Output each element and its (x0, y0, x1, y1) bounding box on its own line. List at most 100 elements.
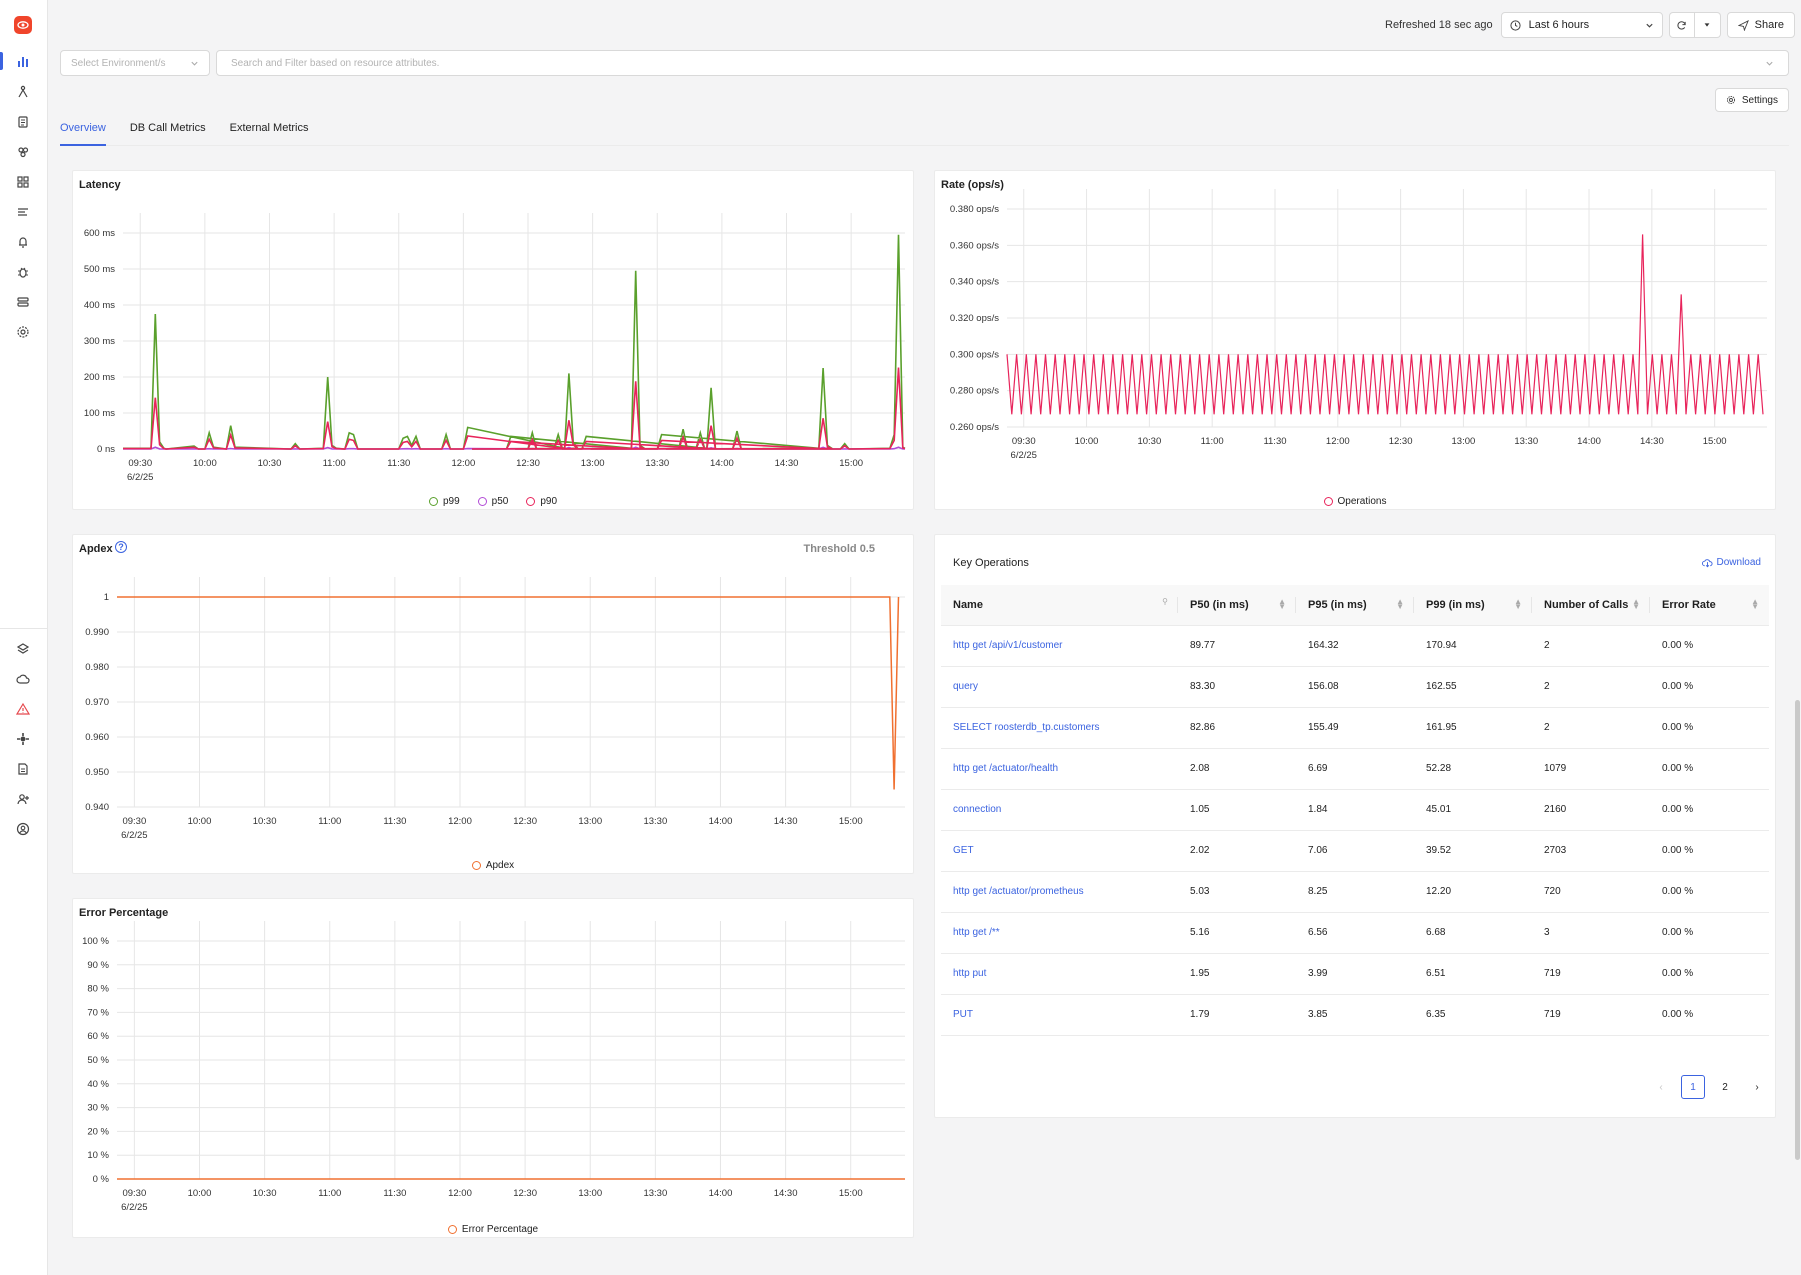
page-1-button[interactable]: 1 (1681, 1075, 1705, 1099)
settings-button[interactable]: Settings (1714, 88, 1789, 112)
tab-overview[interactable]: Overview (60, 118, 106, 146)
operation-link[interactable]: connection (941, 789, 1178, 831)
column-header-error-rate[interactable]: Error Rate ▲ ▼ (1650, 585, 1769, 626)
environment-select[interactable]: Select Environment/s (60, 50, 210, 76)
tab-db-call-metrics[interactable]: DB Call Metrics (129, 122, 206, 134)
docs-icon[interactable] (15, 761, 31, 777)
rate-chart[interactable]: 0.380 ops/s 0.360 ops/s 0.340 ops/s 0.320 o… (935, 171, 1777, 511)
y-tick-label: 40 % (87, 1079, 109, 1090)
table-row[interactable]: http get /** 5.16 6.56 6.68 3 0.00 % (941, 912, 1769, 954)
key-operations-title: Key Operations (953, 557, 1029, 569)
legend-label: p50 (491, 496, 509, 507)
table-row[interactable]: http put 1.95 3.99 6.51 719 0.00 % (941, 953, 1769, 995)
sort-icon[interactable]: ▲ ▼ (1632, 597, 1640, 611)
traces-icon[interactable] (15, 84, 31, 100)
pipelines-icon[interactable] (15, 294, 31, 310)
warning-icon[interactable] (15, 701, 31, 717)
time-range-select[interactable]: Last 6 hours (1500, 12, 1663, 38)
column-header-p99[interactable]: P99 (in ms) ▲ ▼ (1414, 585, 1532, 626)
share-button[interactable]: Share (1726, 12, 1795, 38)
operation-link[interactable]: SELECT roosterdb_tp.customers (941, 707, 1178, 749)
gear-icon (1726, 95, 1735, 105)
table-cell: 12.20 (1414, 871, 1532, 913)
account-icon[interactable] (15, 821, 31, 837)
page-scrollbar[interactable] (1795, 700, 1800, 1160)
search-icon[interactable]: ⚲ (1162, 597, 1168, 606)
sort-icon[interactable]: ▲ ▼ (1278, 597, 1286, 611)
column-header-calls[interactable]: Number of Calls ▲ ▼ (1532, 585, 1650, 626)
x-tick-label: 14:00 (709, 1188, 733, 1199)
y-tick-label: 90 % (87, 960, 109, 971)
download-button[interactable]: Download (1701, 557, 1761, 568)
legend-item-p90[interactable]: p90 (526, 496, 557, 507)
table-row[interactable]: http get /actuator/health 2.08 6.69 52.28 10… (941, 748, 1769, 790)
operation-link[interactable]: PUT (941, 994, 1178, 1036)
latency-chart[interactable]: 600 ms 500 ms 400 ms 300 ms 200 ms 100 ms 0 ns… (73, 171, 915, 511)
operation-link[interactable]: GET (941, 830, 1178, 872)
column-label: P50 (in ms) (1190, 598, 1249, 611)
column-header-p50[interactable]: P50 (in ms) ▲ ▼ (1178, 585, 1296, 626)
x-tick-label: 14:00 (709, 816, 733, 827)
operation-link[interactable]: http get /** (941, 912, 1178, 954)
apdex-panel: Apdex ? Threshold 0.5 1 0.990 0.980 0.970 0.… (72, 534, 914, 874)
y-tick-label: 400 ms (84, 300, 115, 311)
legend-dot-icon (447, 1225, 457, 1234)
tab-external-metrics[interactable]: External Metrics (229, 122, 309, 134)
next-page-button[interactable]: › (1755, 1081, 1759, 1093)
table-row[interactable]: connection 1.05 1.84 45.01 2160 0.00 % (941, 789, 1769, 831)
sort-icon[interactable]: ▲ ▼ (1396, 597, 1404, 611)
table-row[interactable]: http get /api/v1/customer 89.77 164.32 170.… (941, 625, 1769, 667)
refresh-interval-dropdown[interactable] (1694, 12, 1721, 38)
error-percentage-chart[interactable]: 100 % 90 % 80 % 70 % 60 % 50 % 40 % 30 % 20 % 10 … (73, 899, 915, 1239)
y-tick-label: 0.300 ops/s (950, 349, 999, 360)
operation-link[interactable]: http get /actuator/prometheus (941, 871, 1178, 913)
operation-link[interactable]: query (941, 666, 1178, 708)
layers-icon[interactable] (15, 641, 31, 657)
refresh-group (1668, 12, 1721, 38)
logs-icon[interactable] (15, 114, 31, 130)
settings-icon[interactable] (15, 324, 31, 340)
legend-item-p50[interactable]: p50 (477, 496, 509, 507)
x-tick-label: 11:30 (383, 816, 406, 827)
resource-search-input[interactable]: Search and Filter based on resource attr… (216, 50, 1789, 76)
cloud-icon[interactable] (15, 671, 31, 687)
table-row[interactable]: http get /actuator/prometheus 5.03 8.25 12.… (941, 871, 1769, 913)
help-icon[interactable]: ? (115, 541, 127, 553)
table-row[interactable]: SELECT roosterdb_tp.customers 82.86 155.49… (941, 707, 1769, 749)
apdex-chart[interactable]: 1 0.990 0.980 0.970 0.960 0.950 0.940 09:30 6/2/… (73, 535, 915, 875)
dashboards-icon[interactable] (15, 144, 31, 160)
legend-item-p99[interactable]: p99 (428, 496, 460, 507)
legend-label: Apdex (485, 860, 515, 871)
services-icon[interactable] (15, 54, 31, 70)
operation-link[interactable]: http get /actuator/health (941, 748, 1178, 790)
legend-item-apdex[interactable]: Apdex (471, 860, 515, 871)
page-2-button[interactable]: 2 (1722, 1081, 1728, 1093)
column-header-name[interactable]: Name ⚲ (941, 585, 1178, 626)
rate-legend: Operations (935, 496, 1775, 507)
sort-icon[interactable]: ▲ ▼ (1514, 597, 1522, 611)
list-icon[interactable] (15, 204, 31, 220)
sidebar-divider (0, 628, 48, 629)
table-row[interactable]: PUT 1.79 3.85 6.35 719 0.00 % (941, 994, 1769, 1036)
table-row[interactable]: query 83.30 156.08 162.55 2 0.00 % (941, 666, 1769, 708)
table-row[interactable]: GET 2.02 7.06 39.52 2703 0.00 % (941, 830, 1769, 872)
eye-logo-icon[interactable] (14, 16, 32, 34)
column-header-p95[interactable]: P95 (in ms) ▲ ▼ (1296, 585, 1414, 626)
integrations-icon[interactable] (15, 731, 31, 747)
legend-dot-icon (526, 497, 536, 506)
exceptions-bug-icon[interactable] (15, 264, 31, 280)
explorer-icon[interactable] (15, 174, 31, 190)
operation-link[interactable]: http put (941, 953, 1178, 995)
refresh-button[interactable] (1668, 12, 1695, 38)
table-cell: 52.28 (1414, 748, 1532, 790)
prev-page-button[interactable]: ‹ (1659, 1081, 1663, 1093)
sort-icon[interactable]: ▲ ▼ (1751, 597, 1759, 611)
invite-user-icon[interactable] (15, 791, 31, 807)
operation-link[interactable]: http get /api/v1/customer (941, 625, 1178, 667)
legend-item-error-percentage[interactable]: Error Percentage (447, 1224, 538, 1235)
x-tick-label: 15:00 (839, 458, 863, 469)
y-tick-label: 0.380 ops/s (950, 204, 999, 215)
y-tick-label: 1 (104, 592, 109, 603)
legend-item-operations[interactable]: Operations (1323, 496, 1386, 507)
alerts-bell-icon[interactable] (15, 234, 31, 250)
